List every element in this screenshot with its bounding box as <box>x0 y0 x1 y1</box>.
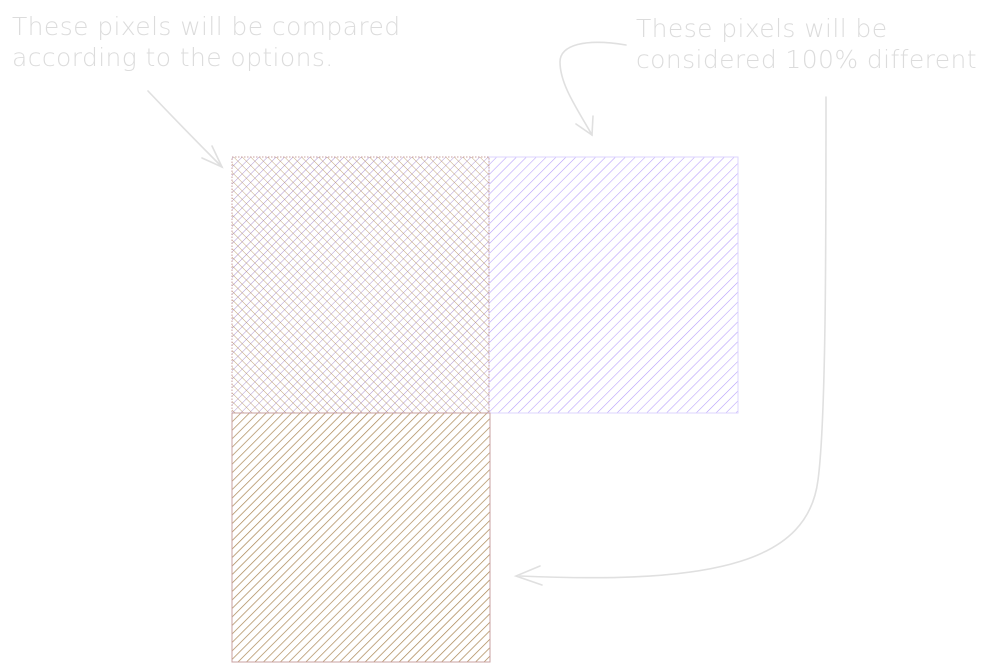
different-arrow-bottom <box>513 96 827 586</box>
different-annotation: These pixels will be considered 100% dif… <box>636 13 977 75</box>
different-arrow-top <box>559 41 627 137</box>
compared-arrow <box>147 90 224 169</box>
image-b-only-region <box>231 412 491 663</box>
compared-annotation-line-1: These pixels will be compared <box>12 12 401 41</box>
compared-annotation-line-2: according to the options. <box>12 43 334 72</box>
different-annotation-line-1: These pixels will be <box>636 14 888 43</box>
compared-annotation: These pixels will be compared according … <box>12 11 401 73</box>
overlap-region <box>231 156 490 414</box>
image-a-only-region <box>488 156 739 414</box>
different-annotation-line-2: considered 100% different <box>636 45 978 74</box>
